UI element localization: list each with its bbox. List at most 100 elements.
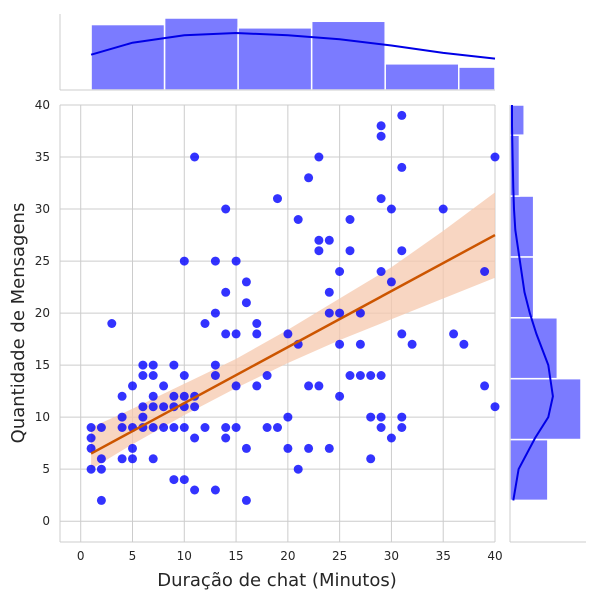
data-point: [179, 256, 189, 266]
data-point: [221, 287, 231, 297]
main-grid: [60, 104, 496, 542]
data-point: [397, 246, 407, 256]
data-point: [148, 360, 158, 370]
data-point: [438, 204, 448, 214]
data-point: [86, 464, 96, 474]
y-axis-label: Quantidade de Mensagens: [8, 203, 29, 444]
data-point: [376, 371, 386, 380]
data-point: [159, 423, 169, 432]
data-point: [386, 433, 396, 443]
regression-layer: [90, 233, 496, 455]
data-point: [324, 235, 334, 245]
data-point: [86, 443, 96, 453]
x-tick-label: 0: [77, 549, 85, 563]
y-tick-label: 25: [35, 254, 50, 268]
data-point: [366, 454, 376, 464]
data-point: [314, 235, 324, 245]
top-hist-bar: [237, 27, 313, 91]
y-tick-label: 5: [42, 462, 50, 476]
data-point: [273, 423, 282, 432]
y-tick-label: 10: [35, 410, 50, 424]
data-point: [376, 267, 386, 276]
data-point: [241, 277, 251, 287]
data-point: [107, 319, 117, 328]
data-point: [179, 475, 189, 485]
data-point: [210, 308, 220, 318]
data-point: [117, 412, 127, 422]
data-point: [159, 381, 169, 391]
data-point: [304, 443, 314, 453]
data-point: [96, 464, 106, 474]
data-point: [128, 443, 137, 453]
data-point: [397, 110, 407, 120]
data-point: [210, 485, 220, 495]
data-point: [221, 423, 231, 432]
data-point: [148, 402, 158, 412]
data-point: [96, 495, 106, 505]
x-tick-label: 5: [129, 549, 137, 563]
data-point: [117, 391, 127, 401]
data-point: [397, 412, 407, 422]
x-tick-label: 30: [384, 549, 399, 563]
data-point: [262, 423, 272, 432]
data-point: [335, 339, 345, 349]
data-point: [169, 475, 179, 485]
data-point: [241, 443, 251, 453]
x-tick-label: 40: [487, 549, 502, 563]
data-point: [221, 329, 231, 339]
y-tick-label: 20: [35, 306, 50, 320]
data-point: [386, 204, 396, 214]
data-point: [128, 454, 137, 464]
data-point: [407, 339, 417, 349]
data-point: [210, 360, 220, 370]
data-point: [138, 402, 148, 412]
data-point: [148, 423, 158, 432]
data-point: [480, 267, 490, 276]
top-hist-bar: [458, 66, 496, 91]
y-tick-label: 40: [35, 98, 50, 112]
x-tick-label: 35: [436, 549, 451, 563]
data-point: [376, 121, 386, 131]
data-point: [190, 402, 200, 412]
data-point: [86, 423, 96, 432]
data-point: [252, 319, 262, 328]
data-point: [210, 371, 220, 380]
data-point: [190, 485, 200, 495]
data-point: [96, 423, 106, 432]
data-point: [345, 215, 355, 224]
data-point: [324, 287, 334, 297]
x-tick-label: 15: [228, 549, 243, 563]
data-point: [397, 162, 407, 172]
data-point: [190, 433, 200, 443]
top-kde-curve: [90, 31, 496, 60]
right-hist-bar: [509, 377, 582, 441]
data-point: [200, 319, 210, 328]
y-tick-label: 30: [35, 202, 50, 216]
data-point: [138, 360, 148, 370]
x-tick-labels: 0 5 10 15 20 25 30 35 40: [77, 549, 503, 563]
data-point: [304, 173, 314, 183]
data-point: [314, 152, 324, 162]
data-point: [283, 443, 293, 453]
data-point: [96, 454, 106, 464]
data-point: [345, 371, 355, 380]
x-tick-label: 10: [177, 549, 192, 563]
data-point: [241, 298, 251, 308]
data-point: [200, 423, 210, 432]
data-point: [231, 256, 241, 266]
data-point: [138, 371, 148, 380]
data-point: [283, 329, 293, 339]
data-point: [252, 329, 262, 339]
data-point: [117, 423, 127, 432]
data-point: [241, 495, 251, 505]
right-kde-curve: [511, 105, 554, 501]
data-point: [376, 131, 386, 141]
top-hist-bar: [384, 63, 460, 91]
x-tick-label: 25: [332, 549, 347, 563]
data-point: [231, 423, 241, 432]
data-point: [376, 423, 386, 432]
regression-line: [90, 233, 496, 455]
x-axis-label: Duração de chat (Minutos): [157, 570, 397, 591]
top-hist-bar: [163, 17, 239, 91]
data-point: [231, 381, 241, 391]
